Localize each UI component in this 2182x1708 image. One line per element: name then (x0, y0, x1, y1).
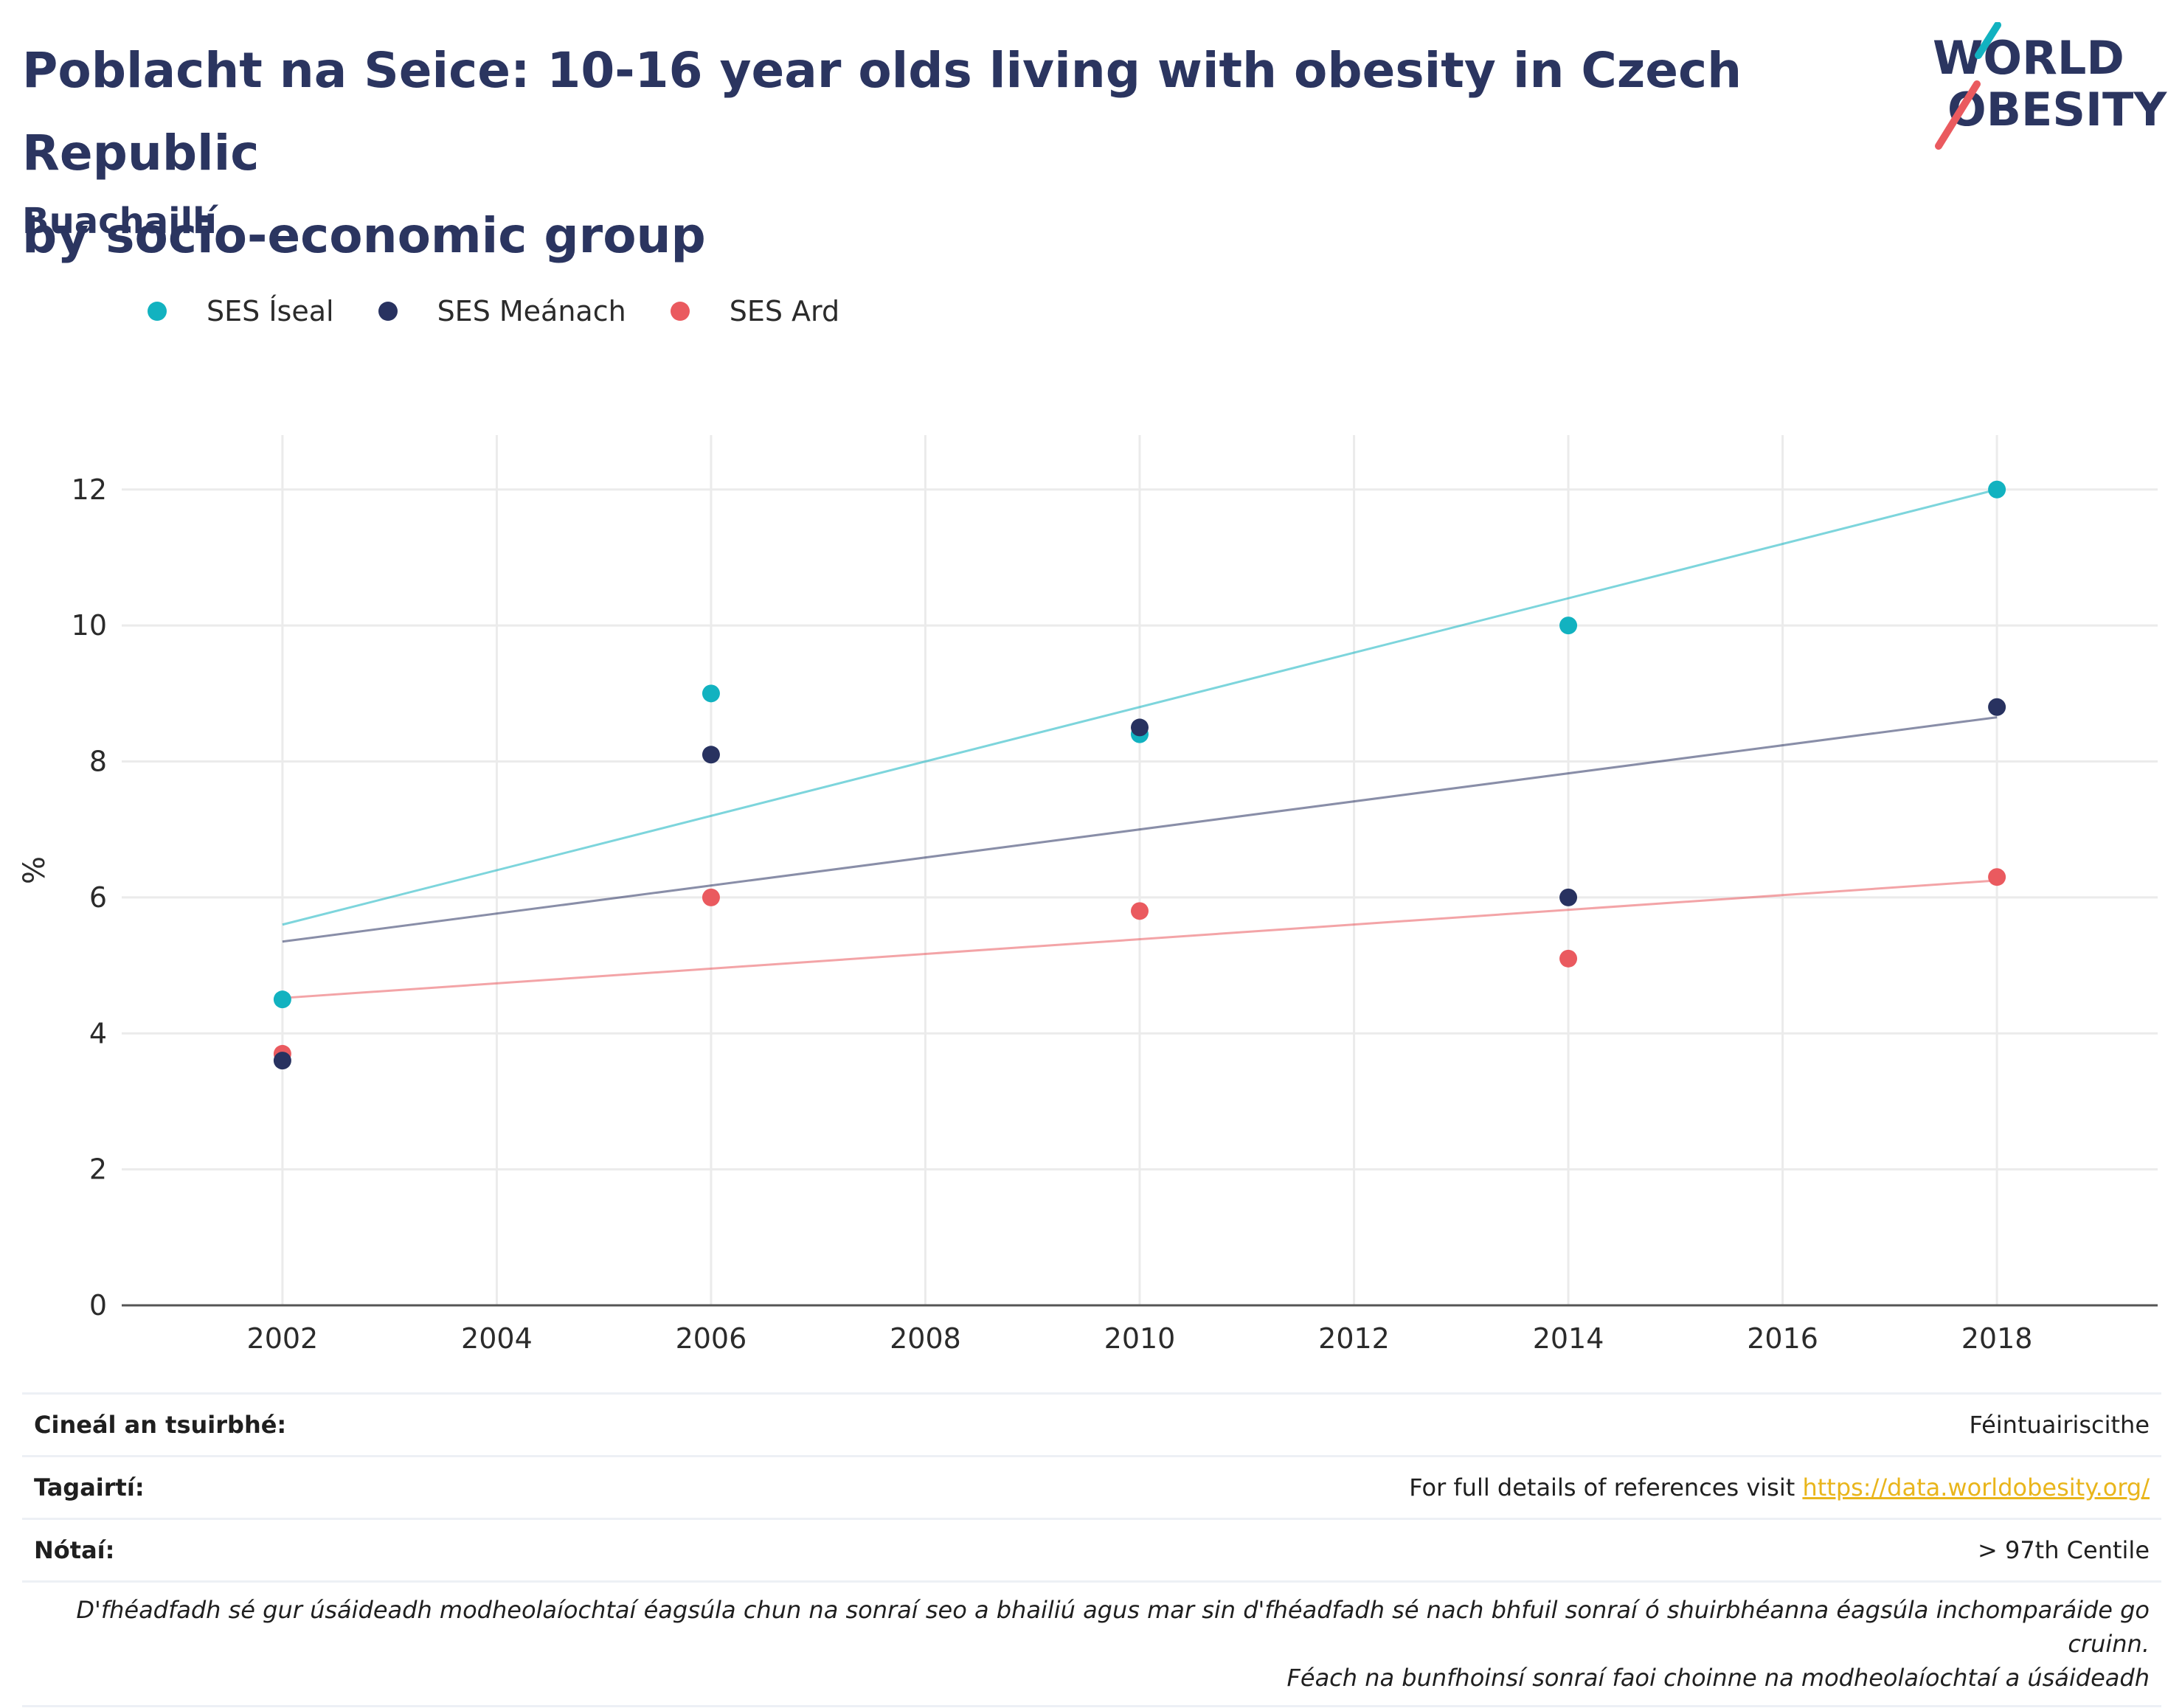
references-text: For full details of references visit (1409, 1473, 1803, 1502)
trend-line-series-1 (282, 716, 1998, 943)
data-point-series-0-2018 (1988, 480, 2006, 499)
chart-title: Poblacht na Seice: 10-16 year olds livin… (22, 29, 1911, 277)
references-label: Tagairtí: (34, 1473, 145, 1502)
trend-line-series-0 (282, 488, 1998, 926)
methodology-disclaimer: D'fhéadfadh sé gur úsáideadh modheolaíoc… (22, 1580, 2161, 1707)
y-tick-label-0: 0 (89, 1289, 107, 1322)
references-link[interactable]: https://data.worldobesity.org/ (1802, 1473, 2150, 1502)
y-axis-label: % (18, 856, 52, 884)
x-tick-label-2012: 2012 (1318, 1322, 1390, 1355)
legend-item-high[interactable]: SES Ard (670, 295, 840, 327)
logo-slash-red (1935, 80, 1981, 150)
data-point-series-0-2014 (1559, 617, 1578, 635)
disclaimer-line-1: D'fhéadfadh sé gur úsáideadh modheolaíoc… (76, 1596, 2150, 1658)
world-obesity-logo: WORLD OBESITY (1933, 22, 2167, 150)
title-line-2: by socio-economic group (22, 207, 706, 264)
logo-text-world: WORLD (1933, 31, 2124, 85)
references-row: Tagairtí: For full details of references… (22, 1455, 2161, 1518)
data-point-series-0-2006 (702, 684, 720, 703)
data-point-series-0-2002 (273, 990, 291, 1009)
chart-subtitle: Buachaillí (22, 201, 217, 242)
data-point-series-1-2006 (702, 746, 720, 764)
title-line-1: Poblacht na Seice: 10-16 year olds livin… (22, 42, 1742, 181)
notes-label: Nótaí: (34, 1536, 115, 1564)
notes-value: > 97th Centile (1977, 1536, 2150, 1564)
data-point-series-2-2018 (1988, 868, 2006, 886)
data-point-series-1-2014 (1559, 888, 1578, 906)
trend-line-series-2 (282, 879, 1998, 999)
data-point-series-1-2010 (1131, 718, 1149, 737)
legend-label-mid: SES Meánach (437, 295, 626, 327)
chart-footer: Cineál an tsuirbhé: Féintuairiscithe Tag… (22, 1392, 2161, 1707)
scatter-chart: 2002 2004 2006 2008 2010 2012 2014 2016 2018 0 2 4 6… (18, 435, 2158, 1355)
logo-slash-teal (1975, 22, 2001, 59)
survey-type-label: Cineál an tsuirbhé: (34, 1411, 287, 1439)
legend-marker-low (148, 302, 167, 321)
legend-item-mid[interactable]: SES Meánach (378, 295, 626, 327)
x-tick-label-2010: 2010 (1104, 1322, 1176, 1355)
legend-label-low: SES Íseal (207, 295, 334, 327)
disclaimer-line-2: Féach na bunfhoinsí sonraí faoi choinne … (1286, 1664, 2150, 1692)
y-tick-label-6: 6 (89, 881, 107, 914)
legend-marker-mid (378, 302, 398, 321)
legend-item-low[interactable]: SES Íseal (148, 295, 334, 327)
x-tick-label-2006: 2006 (676, 1322, 747, 1355)
survey-type-row: Cineál an tsuirbhé: Féintuairiscithe (22, 1392, 2161, 1455)
references-value: For full details of references visit htt… (1409, 1473, 2150, 1502)
notes-row: Nótaí: > 97th Centile (22, 1518, 2161, 1580)
x-tick-label-2018: 2018 (1961, 1322, 2033, 1355)
data-point-series-2-2014 (1559, 949, 1578, 968)
chart-legend: SES Íseal SES Meánach SES Ard (148, 295, 839, 327)
x-tick-label-2016: 2016 (1747, 1322, 1818, 1355)
data-point-series-1-2018 (1988, 698, 2006, 716)
x-tick-label-2004: 2004 (461, 1322, 533, 1355)
y-tick-label-4: 4 (89, 1017, 107, 1049)
y-tick-label-12: 12 (72, 473, 107, 506)
y-tick-label-10: 10 (72, 609, 107, 642)
y-tick-label-8: 8 (89, 746, 107, 778)
x-tick-label-2008: 2008 (890, 1322, 961, 1355)
data-point-series-1-2002 (273, 1052, 291, 1070)
data-point-series-2-2010 (1131, 902, 1149, 920)
data-point-series-2-2006 (702, 888, 720, 906)
logo-text-obesity: OBESITY (1947, 83, 2167, 136)
x-tick-label-2002: 2002 (247, 1322, 319, 1355)
legend-label-high: SES Ard (729, 295, 840, 327)
y-tick-label-2: 2 (89, 1153, 107, 1186)
x-tick-label-2014: 2014 (1533, 1322, 1604, 1355)
legend-marker-high (670, 302, 690, 321)
survey-type-value: Féintuairiscithe (1969, 1411, 2150, 1439)
